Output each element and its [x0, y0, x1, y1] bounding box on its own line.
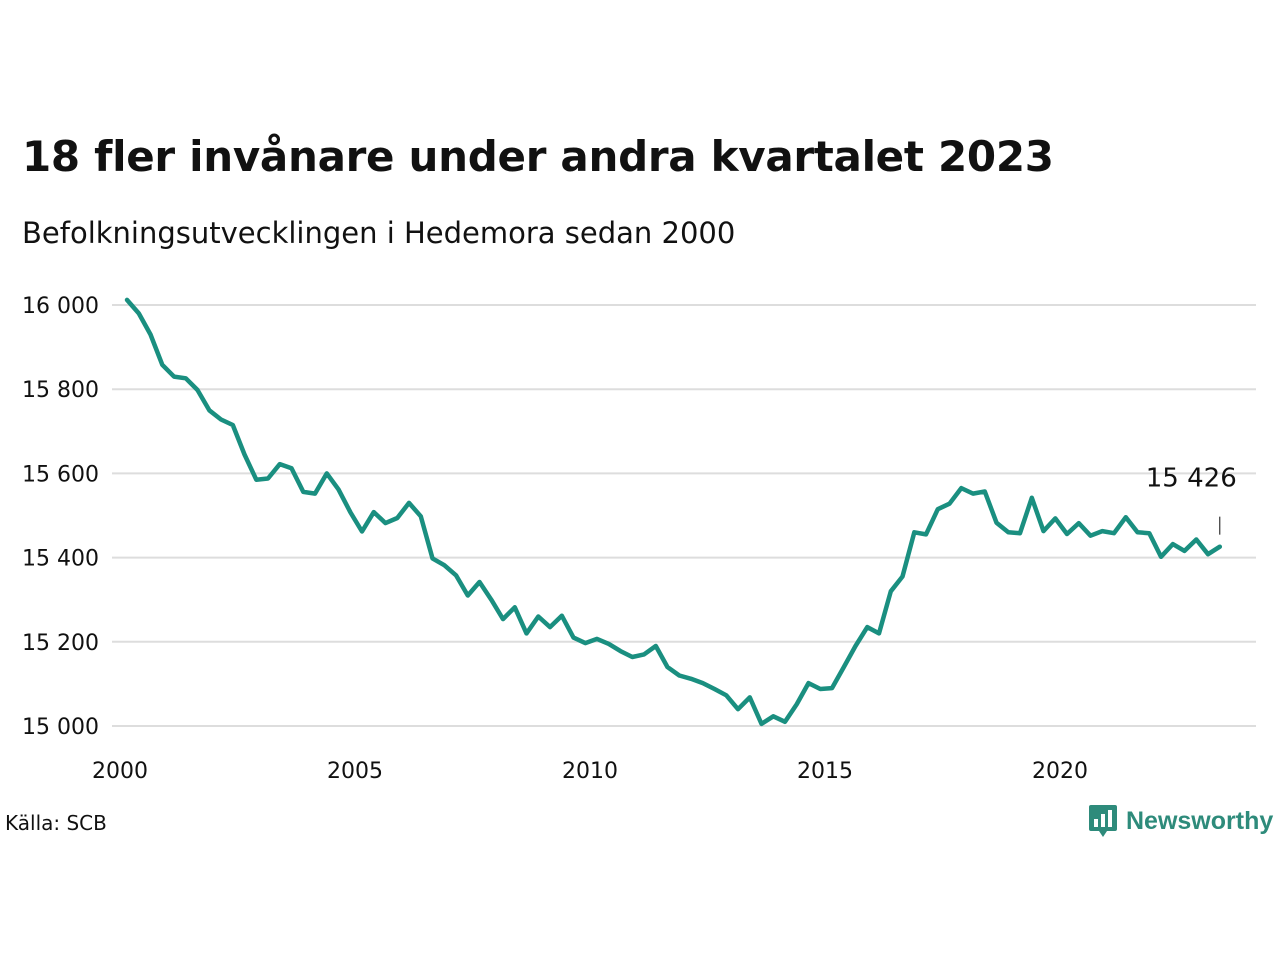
- x-axis-ticks: 2000 2005 2010 2015 2020: [92, 759, 1088, 784]
- x-tick-label: 2005: [327, 759, 383, 784]
- brand-name: Newsworthy: [1126, 806, 1274, 835]
- series-layer: [124, 297, 1223, 727]
- y-tick-label: 15 800: [22, 378, 99, 403]
- y-tick-label: 16 000: [22, 294, 99, 319]
- y-tick-label: 15 400: [22, 547, 99, 572]
- source-note: Källa: SCB: [5, 811, 107, 835]
- bar-chart-speech-bubble-icon: [1089, 805, 1117, 837]
- brand-logo: Newsworthy: [1088, 803, 1273, 839]
- x-tick-label: 2015: [797, 759, 853, 784]
- series-line: [124, 297, 1223, 727]
- x-tick-label: 2010: [562, 759, 618, 784]
- gridlines: [112, 304, 1256, 727]
- y-tick-label: 15 000: [22, 715, 99, 740]
- annotation-layer: 15 426: [1146, 464, 1237, 535]
- y-tick-label: 15 600: [22, 462, 99, 487]
- y-axis-ticks: 15 000 15 200 15 400 15 600 15 800 16 000: [22, 294, 99, 740]
- chart-subtitle: Befolkningsutvecklingen i Hedemora sedan…: [22, 216, 736, 250]
- x-tick-label: 2000: [92, 759, 148, 784]
- x-tick-label: 2020: [1032, 759, 1088, 784]
- chart-title: 18 fler invånare under andra kvartalet 2…: [22, 132, 1054, 181]
- annotation-label: 15 426: [1146, 464, 1237, 494]
- y-tick-label: 15 200: [22, 631, 99, 656]
